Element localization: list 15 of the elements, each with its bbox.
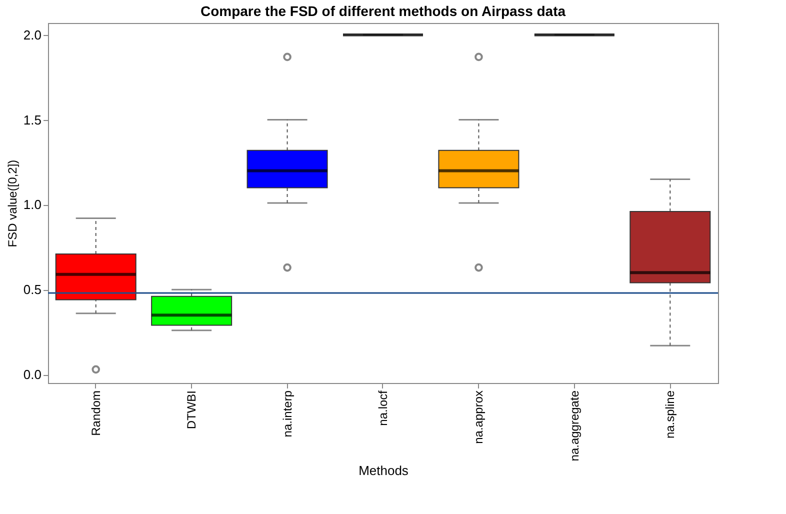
x-tick-label: na.locf bbox=[376, 390, 390, 426]
y-axis-title: FSD value([0,2]) bbox=[5, 160, 20, 248]
y-tick-label: 2.0 bbox=[23, 27, 42, 42]
x-tick-label: na.interp bbox=[280, 390, 294, 438]
x-tick-label: DTWBI bbox=[184, 390, 199, 430]
x-tick-label: na.aggregate bbox=[567, 390, 582, 462]
x-axis-title: Methods bbox=[358, 463, 409, 478]
x-tick-label: na.spline bbox=[663, 390, 678, 439]
y-tick-label: 1.0 bbox=[23, 197, 42, 212]
y-tick-label: 1.5 bbox=[23, 112, 42, 128]
y-tick-label: 0.5 bbox=[23, 282, 42, 298]
y-tick-label: 0.0 bbox=[23, 367, 42, 382]
x-tick-label: na.approx bbox=[472, 390, 486, 444]
x-tick-label: Random bbox=[88, 390, 103, 436]
chart-title: Compare the FSD of different methods on Airpass data bbox=[200, 3, 566, 19]
